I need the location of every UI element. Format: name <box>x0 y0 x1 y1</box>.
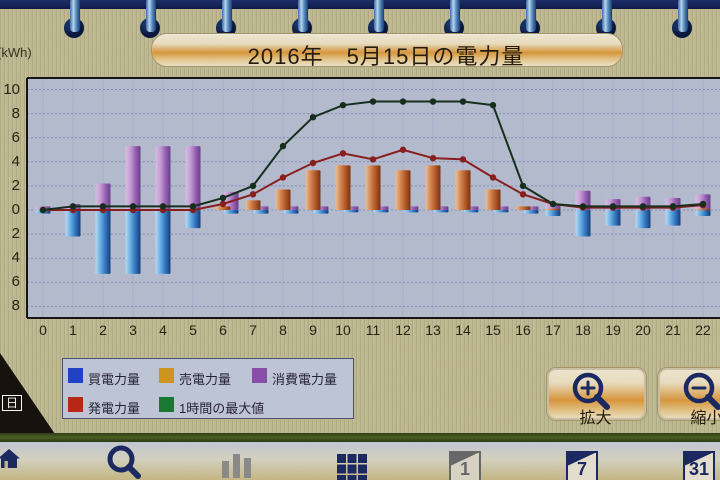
svg-text:31: 31 <box>689 459 709 479</box>
svg-text:1: 1 <box>460 459 470 479</box>
svg-text:7: 7 <box>577 459 587 479</box>
